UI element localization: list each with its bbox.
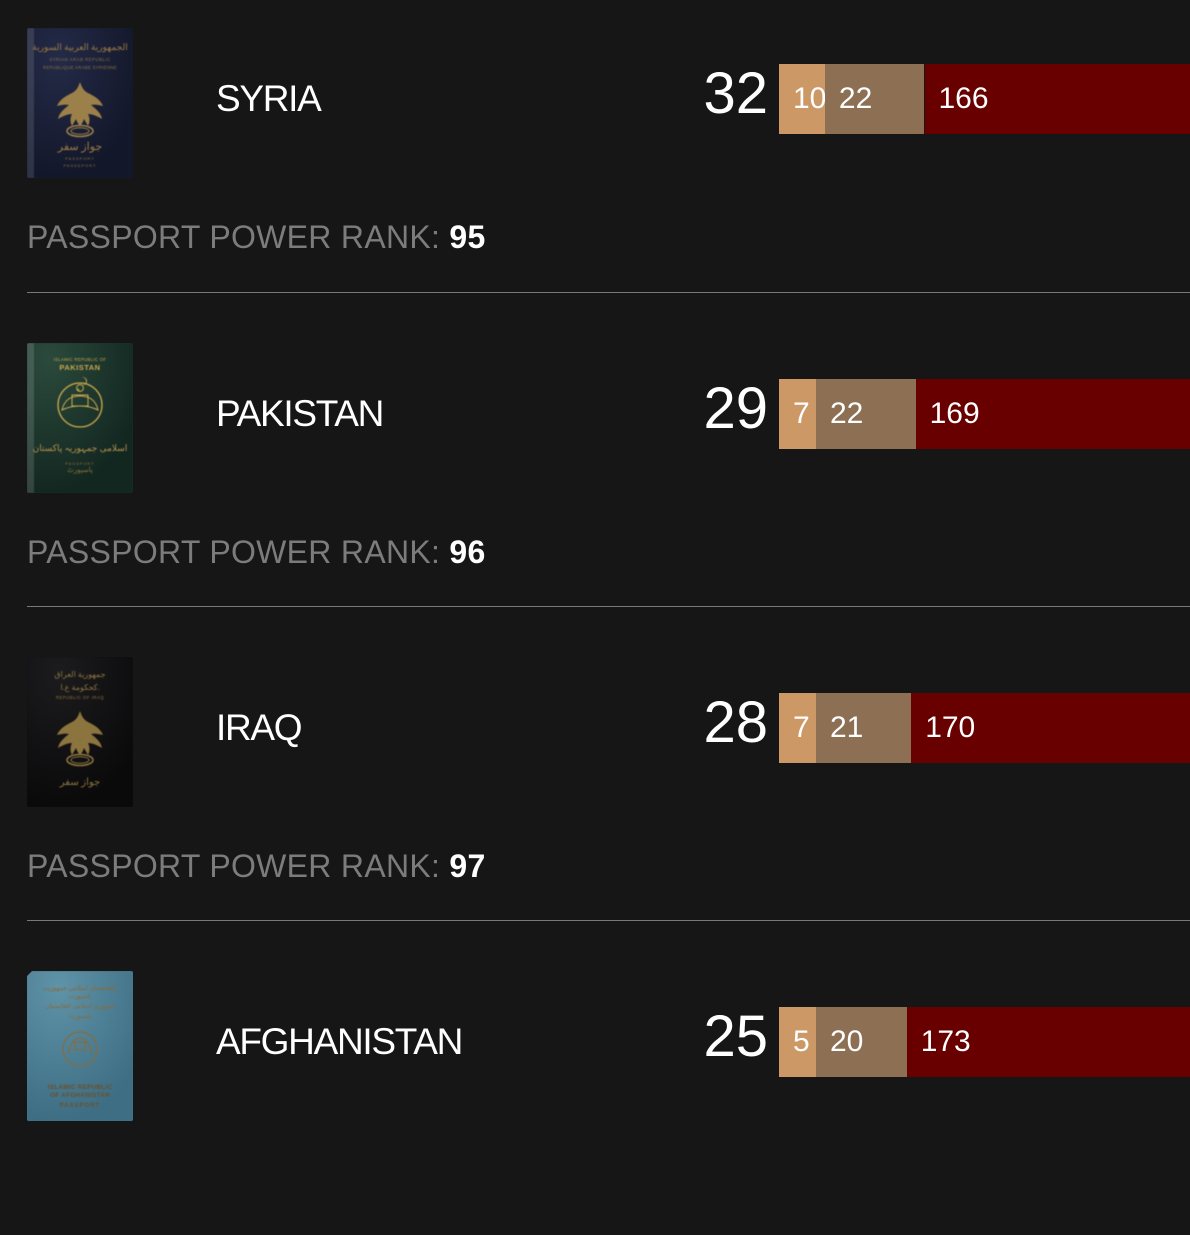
svg-text:REPUBLIQUE ARABE SYRIENNE: REPUBLIQUE ARABE SYRIENNE [43,65,117,70]
svg-text:پاسپورٹ: پاسپورٹ [67,466,93,474]
svg-text:ISLAMIC REPUBLIC OF: ISLAMIC REPUBLIC OF [54,357,107,362]
svg-text:REPUBLIC OF IRAQ: REPUBLIC OF IRAQ [56,695,105,700]
svg-text:OF AFGHANISTAN: OF AFGHANISTAN [50,1092,110,1099]
svg-text:SYRIAN ARAB REPUBLIC: SYRIAN ARAB REPUBLIC [49,57,110,62]
svg-text:ISLAMIC REPUBLIC: ISLAMIC REPUBLIC [48,1084,113,1091]
svg-text:جواز سفر: جواز سفر [59,777,100,788]
svg-text:پاسپورت: پاسپورت [68,1013,91,1020]
svg-text:الجمهورية العربية السورية: الجمهورية العربية السورية [32,42,127,53]
svg-text:PASSPORT: PASSPORT [65,156,94,161]
svg-text:جمهوری اسلامی افغانستان: جمهوری اسلامی افغانستان [45,1003,115,1010]
svg-text:جواز سفر: جواز سفر [57,141,102,153]
svg-text:PASSPORT: PASSPORT [60,1103,101,1109]
svg-text:پاسپورت: پاسپورت [68,993,91,1000]
svg-text:كحكومة ع.ا.: كحكومة ع.ا. [60,683,99,692]
svg-text:اسلامی جمہوریہ پاکستان: اسلامی جمہوریہ پاکستان [33,443,128,454]
svg-text:PAKISTAN: PAKISTAN [59,363,100,372]
svg-text:جمهورية العراق: جمهورية العراق [54,670,105,679]
svg-text:PASSEPORT: PASSEPORT [63,163,96,168]
svg-text:دافغانستان اسلامي جمهوریت: دافغانستان اسلامي جمهوریت [42,985,118,992]
